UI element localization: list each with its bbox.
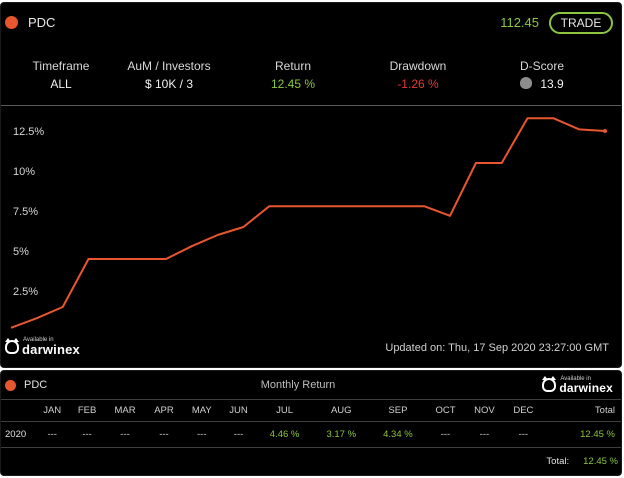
darwin-overview-card: PDC 112.45 TRADE Timeframe ALL AuM / Inv…	[0, 2, 622, 368]
darwinex-brand[interactable]: Available in darwinex	[5, 337, 80, 356]
stat-value-return: 12.45 %	[270, 77, 316, 91]
updated-timestamp: Updated on: Thu, 17 Sep 2020 23:27:00 GM…	[385, 342, 609, 354]
stat-value-timeframe: ALL	[50, 77, 72, 91]
monthly-return-card: PDC Monthly Return Available in darwinex…	[0, 370, 622, 476]
header-sep: SEP	[369, 399, 427, 422]
stat-timeframe[interactable]: Timeframe ALL	[1, 59, 121, 91]
divider	[1, 105, 621, 106]
header-oct: OCT	[426, 399, 465, 422]
grand-total-row: Total: 12.45 %	[546, 456, 618, 467]
row-year: 2020	[1, 421, 35, 448]
stat-return: Return 12.45 %	[233, 59, 353, 91]
header-jun: JUN	[220, 399, 257, 422]
table-row: 2020 --- --- --- --- --- --- 4.46 % 3.17…	[1, 421, 621, 448]
brand-name: darwinex	[22, 342, 80, 357]
strategy-name: PDC	[24, 379, 48, 391]
return-series-line	[10, 117, 606, 329]
stat-value-aum: $ 10K / 3	[144, 77, 194, 91]
cell-jan: ---	[35, 421, 70, 448]
cell-aug: 3.17 %	[312, 421, 370, 448]
stat-value-drawdown: -1.26 %	[397, 77, 439, 91]
brand-available-text: Available in	[560, 376, 591, 382]
monthly-return-table: JAN FEB MAR APR MAY JUN JUL AUG SEP OCT …	[1, 399, 621, 448]
cell-apr: ---	[145, 421, 183, 448]
brand-name: darwinex	[559, 381, 613, 395]
brand-available-text: Available in	[23, 337, 54, 343]
strategy-status-dot	[5, 16, 18, 29]
stat-dscore: D-Score 13.9	[482, 59, 602, 91]
cell-jun: ---	[220, 421, 257, 448]
cell-mar: ---	[104, 421, 146, 448]
header-year	[1, 399, 35, 422]
header-jan: JAN	[35, 399, 70, 422]
stat-value-dscore-wrap: 13.9	[482, 77, 602, 91]
y-tick-label: 12.5%	[13, 126, 44, 138]
cell-dec: ---	[504, 421, 543, 448]
brand-text: Available in darwinex	[22, 337, 80, 356]
cell-oct: ---	[426, 421, 465, 448]
last-point-marker	[603, 129, 607, 133]
cell-total: 12.45 %	[542, 421, 621, 448]
header-dec: DEC	[504, 399, 543, 422]
stat-label-timeframe: Timeframe	[32, 59, 90, 73]
darwinex-logo-icon	[5, 337, 19, 354]
header-jul: JUL	[256, 399, 313, 422]
header-mar: MAR	[104, 399, 146, 422]
y-tick-label: 2.5%	[13, 286, 38, 298]
dscore-icon	[520, 77, 533, 89]
cell-may: ---	[182, 421, 221, 448]
table-header-row: JAN FEB MAR APR MAY JUN JUL AUG SEP OCT …	[1, 399, 621, 422]
monthly-return-title: Monthly Return	[260, 379, 336, 391]
cell-jul: 4.46 %	[256, 421, 313, 448]
strategy-price: 112.45	[500, 15, 539, 30]
header-feb: FEB	[69, 399, 105, 422]
header-total: Total	[542, 399, 621, 422]
cell-feb: ---	[69, 421, 105, 448]
cell-nov: ---	[464, 421, 505, 448]
stat-label-drawdown: Drawdown	[389, 59, 447, 73]
y-tick-label: 10%	[13, 166, 35, 178]
stats-row: Timeframe ALL AuM / Investors $ 10K / 3 …	[1, 59, 621, 99]
strategy-name: PDC	[28, 15, 56, 30]
y-tick-label: 7.5%	[13, 206, 38, 218]
darwinex-logo-icon	[542, 376, 557, 392]
darwinex-brand[interactable]: Available in darwinex	[542, 376, 613, 394]
y-tick-label: 5%	[13, 246, 29, 258]
stat-aum: AuM / Investors $ 10K / 3	[109, 59, 229, 91]
stat-label-return: Return	[274, 59, 312, 73]
header-nov: NOV	[464, 399, 505, 422]
header-row: PDC 112.45 TRADE	[1, 3, 621, 43]
header-apr: APR	[145, 399, 183, 422]
return-chart: 2.5% 5% 7.5% 10% 12.5%	[10, 117, 607, 329]
stat-value-dscore: 13.9	[540, 77, 564, 91]
strategy-status-dot	[5, 380, 16, 391]
stat-label-aum: AuM / Investors	[127, 59, 211, 73]
grand-total-label: Total:	[546, 456, 570, 467]
cell-sep: 4.34 %	[369, 421, 427, 448]
brand-text: Available in darwinex	[559, 376, 613, 394]
stat-drawdown: Drawdown -1.26 %	[358, 59, 478, 91]
grand-total-value: 12.45 %	[583, 456, 618, 467]
stat-label-dscore: D-Score	[519, 59, 564, 73]
header-aug: AUG	[312, 399, 370, 422]
trade-button[interactable]: TRADE	[549, 12, 613, 34]
header-may: MAY	[182, 399, 221, 422]
